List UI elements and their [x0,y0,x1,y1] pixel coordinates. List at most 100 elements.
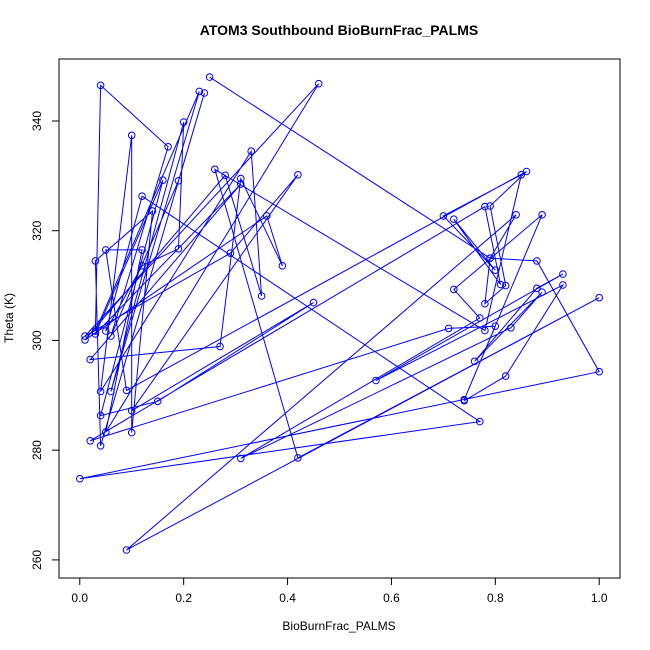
chart-title: ATOM3 Southbound BioBurnFrac_PALMS [200,22,478,38]
data-point [476,314,484,322]
data-point [237,174,245,183]
data-point [470,357,479,366]
data-point [86,355,94,364]
data-point [481,326,489,335]
data-point [476,417,484,426]
x-tick-label: 1.0 [591,591,608,605]
data-point [216,342,224,351]
y-tick-label: 260 [30,550,44,570]
data-point [496,280,505,289]
data-point [107,332,115,340]
data-point [96,411,105,420]
data-point [481,299,489,308]
data-point [102,246,110,254]
data-point [138,246,146,254]
data-point [211,165,219,174]
data-point [439,212,448,220]
data-point [159,176,167,184]
data-point [205,73,214,81]
x-axis: 0.0 0.2 0.4 0.6 0.8 1.0 [71,578,608,605]
data-point [491,322,500,331]
data-point [102,428,110,436]
data-point [179,118,188,126]
data-point [247,147,255,155]
data-point [481,202,489,211]
data-point [76,474,84,483]
data-point [501,281,510,290]
data-point [538,288,546,297]
data-point [595,367,604,376]
y-tick-label: 320 [30,220,44,240]
data-point [314,79,323,88]
y-tick-label: 340 [30,111,44,131]
x-tick-label: 0.6 [383,591,400,605]
data-point [237,454,245,463]
data-point [96,387,105,396]
data-point [460,397,469,405]
series-layer [76,73,604,554]
data-point [263,212,271,220]
data-point [81,336,89,344]
data-point [486,254,494,263]
data-point [138,262,146,270]
data-point [226,249,235,257]
data-point [294,454,302,462]
data-point [127,131,136,140]
plot-frame [58,58,621,579]
x-tick-label: 0.4 [279,591,296,605]
data-point [450,215,458,223]
x-tick-label: 0.0 [71,591,88,605]
data-point [512,211,520,219]
data-point [538,211,546,219]
data-point [294,171,302,179]
data-point [91,330,100,338]
data-point [148,207,157,215]
data-point [533,284,541,293]
data-point [122,546,131,554]
data-point [444,324,453,333]
x-tick-label: 0.8 [487,591,504,605]
data-point [107,387,115,396]
y-tick-label: 280 [30,440,44,460]
data-point [501,372,510,380]
data-point [517,171,526,179]
data-point [559,270,567,278]
data-point [195,87,204,96]
data-point [486,202,494,210]
data-point [200,89,209,97]
data-point [164,143,172,151]
data-point [309,298,318,307]
data-point [81,332,89,340]
data-point [122,386,131,395]
data-point [237,180,245,188]
data-point [533,257,541,265]
data-point [91,327,100,335]
data-point [595,293,604,302]
data-point [127,406,136,415]
x-tick-label: 0.2 [175,591,192,605]
y-tick-label: 300 [30,330,44,350]
data-point [257,292,266,300]
data-point [491,266,500,275]
data-point [559,281,567,289]
data-point [278,262,287,270]
data-point [450,285,458,294]
data-point [91,257,100,265]
data-point [96,442,105,450]
y-axis: 260 280 300 320 340 [30,111,59,570]
series-line [79,76,600,551]
data-point [174,245,183,253]
data-point [174,177,183,185]
data-point [102,327,110,335]
data-point [96,81,105,90]
data-point [138,192,146,200]
data-point [522,167,531,176]
data-point [153,397,162,406]
y-axis-label: Theta (K) [2,293,16,343]
data-point [372,376,380,385]
data-point [507,324,515,332]
data-point [86,437,94,445]
data-point [221,171,229,180]
data-point [127,428,136,437]
